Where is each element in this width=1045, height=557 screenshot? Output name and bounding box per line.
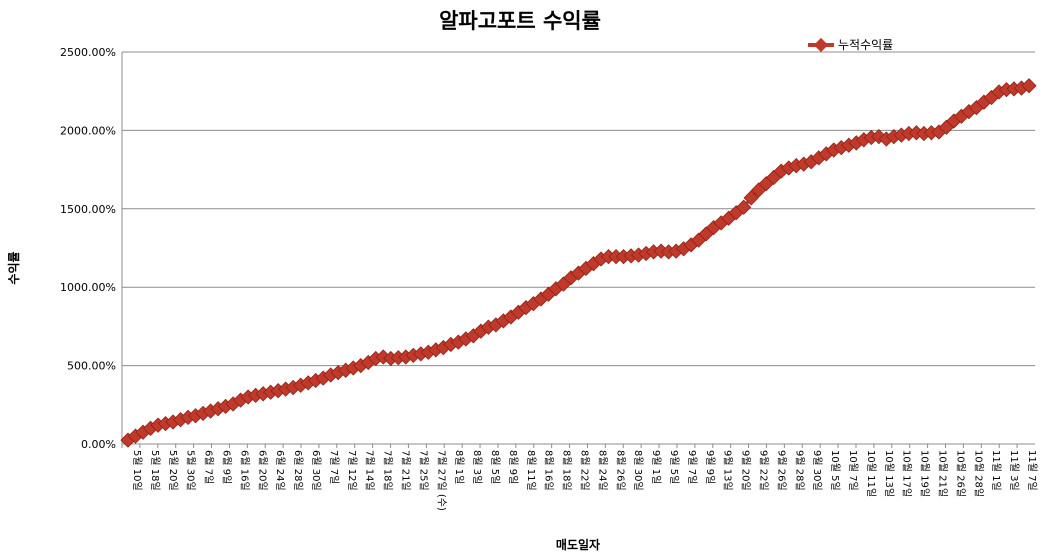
x-tick-label: 5월 10일 [131, 450, 143, 491]
x-tick-label: 8월 30일 [632, 450, 644, 491]
x-tick-label: 9월 26일 [775, 450, 787, 491]
x-tick-label: 10월 13일 [883, 450, 895, 497]
x-tick-label: 7월 12일 [346, 450, 358, 491]
x-tick-label: 10월 19일 [919, 450, 931, 497]
y-tick-label: 500.00% [67, 360, 116, 373]
x-tick-label: 11월 7일 [1026, 450, 1038, 491]
y-tick-label: 1500.00% [60, 203, 116, 216]
x-tick-label: 9월 1일 [650, 450, 662, 484]
x-tick-label: 7월 14일 [364, 450, 376, 491]
x-tick-label: 7월 25일 [417, 450, 429, 491]
x-tick-label: 10월 28일 [972, 450, 984, 497]
x-tick-label: 6월 30일 [310, 450, 322, 491]
x-tick-label: 8월 3일 [471, 450, 483, 484]
x-tick-label: 10월 21일 [937, 450, 949, 497]
x-axis-ticks: 5월 10일 5월 18일 5월 20일 5월 30일 6월 7일 6월 9일 6월 16일… [121, 444, 1038, 511]
x-tick-label: 10월 5일 [829, 450, 841, 491]
x-tick-label: 10월 17일 [901, 450, 913, 497]
x-tick-label: 6월 20일 [256, 450, 268, 491]
x-axis-title: 매도일자 [556, 537, 600, 552]
x-tick-label: 9월 22일 [758, 450, 770, 491]
x-tick-label: 5월 20일 [167, 450, 179, 491]
series-layer [120, 78, 1037, 448]
y-tick-label: 2000.00% [60, 124, 116, 137]
legend-label: 누적수익률 [838, 38, 893, 52]
legend-marker [813, 37, 829, 53]
y-axis-title: 수익률 [7, 251, 21, 284]
legend: 누적수익률 [808, 37, 893, 53]
x-tick-label: 8월 16일 [543, 450, 555, 491]
x-tick-label: 10월 26일 [954, 450, 966, 497]
chart-title: 알파고포트 수익률 [439, 9, 601, 33]
x-tick-label: 8월 18일 [561, 450, 573, 491]
x-tick-label: 8월 9일 [507, 450, 519, 484]
x-tick-label: 6월 7일 [203, 450, 215, 484]
gridlines [122, 51, 1035, 367]
x-tick-label: 11월 3일 [1008, 450, 1020, 491]
x-tick-label: 7월 27일 (수) [435, 450, 447, 511]
data-point [736, 199, 752, 215]
x-tick-label: 8월 1일 [453, 450, 465, 484]
x-tick-label: 5월 18일 [149, 450, 161, 491]
x-tick-label: 8월 11일 [525, 450, 537, 491]
x-tick-label: 7월 7일 [328, 450, 340, 484]
y-tick-label: 1000.00% [60, 281, 116, 294]
y-tick-label: 2500.00% [60, 46, 116, 59]
x-tick-label: 6월 24일 [274, 450, 286, 491]
x-tick-label: 8월 26일 [614, 450, 626, 491]
x-tick-label: 10월 7일 [847, 450, 859, 491]
x-tick-label: 9월 30일 [811, 450, 823, 491]
axes [121, 52, 1035, 445]
x-tick-label: 9월 28일 [793, 450, 805, 491]
data-point [743, 190, 759, 206]
y-tick-label: 0.00% [81, 438, 116, 451]
x-tick-label: 5월 30일 [185, 450, 197, 491]
x-tick-label: 8월 5일 [489, 450, 501, 484]
x-tick-label: 9월 5일 [668, 450, 680, 484]
x-tick-label: 9월 20일 [740, 450, 752, 491]
x-tick-label: 7월 18일 [382, 450, 394, 491]
data-point [1021, 78, 1037, 94]
x-tick-label: 9월 13일 [722, 450, 734, 491]
x-tick-label: 6월 16일 [238, 450, 250, 491]
x-tick-label: 8월 22일 [579, 450, 591, 491]
x-tick-label: 8월 24일 [596, 450, 608, 491]
x-tick-label: 11월 1일 [990, 450, 1002, 491]
x-tick-label: 6월 28일 [292, 450, 304, 491]
x-tick-label: 9월 7일 [686, 450, 698, 484]
y-axis-ticks: 0.00% 500.00% 1000.00% 1500.00% 2000.00% 2500… [60, 46, 116, 451]
x-tick-label: 6월 9일 [220, 450, 232, 484]
x-tick-label: 10월 11일 [865, 450, 877, 497]
x-tick-label: 7월 21일 [399, 450, 411, 491]
x-tick-label: 9월 9일 [704, 450, 716, 484]
